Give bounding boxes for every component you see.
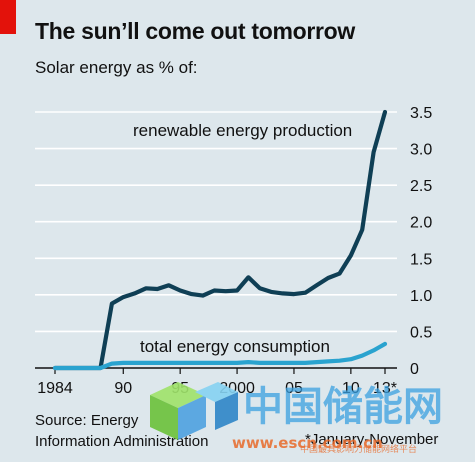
source-line-2: Information Administration [35, 433, 209, 450]
x-tick-label: 2000 [219, 380, 255, 397]
source-note: Source: Energy Information Administratio… [35, 410, 208, 452]
y-tick-label: 3.0 [410, 142, 432, 159]
y-tick-label: 0 [410, 361, 419, 378]
series-label-renewable: renewable energy production [133, 121, 352, 140]
series-line-consumption [52, 341, 388, 371]
x-tick-label: 1984 [37, 380, 73, 397]
x-tick-label: 13* [373, 380, 397, 397]
footnote: *January-November [305, 431, 439, 448]
y-tick-label: 3.5 [410, 105, 432, 122]
y-tick-label: 2.0 [410, 215, 432, 232]
x-tick-label: 90 [114, 380, 132, 397]
chart-title: The sun’ll come out tomorrow [35, 18, 356, 44]
brand-tag [0, 0, 16, 34]
x-tick-label: 05 [285, 380, 303, 397]
y-tick-label: 1.0 [410, 288, 432, 305]
x-tick-label: 95 [171, 380, 189, 397]
y-tick-label: 2.5 [410, 178, 432, 195]
chart-subtitle: Solar energy as % of: [35, 58, 198, 77]
x-tick-label: 10 [342, 380, 360, 397]
y-tick-label: 1.5 [410, 251, 432, 268]
series-label-consumption: total energy consumption [140, 337, 330, 356]
series-line-renewable [52, 109, 388, 371]
y-tick-label: 0.5 [410, 324, 432, 341]
source-line-1: Source: Energy [35, 412, 139, 429]
